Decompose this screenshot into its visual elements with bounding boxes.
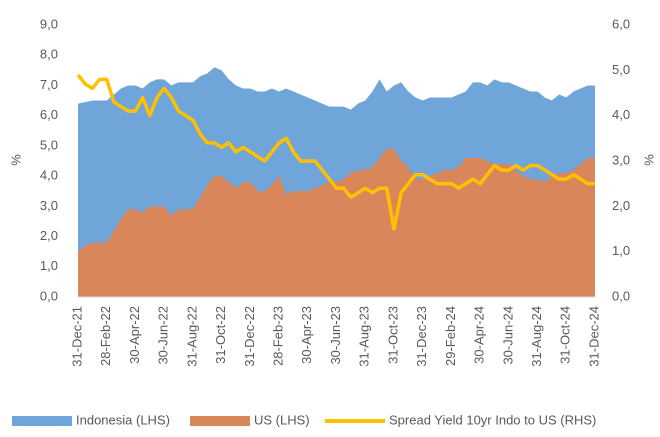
y2-tick-label: 1,0 — [612, 243, 630, 258]
y-tick-label: 1,0 — [40, 258, 58, 273]
x-tick-label: 30-Apr-23 — [299, 306, 314, 364]
y2-axis-title: % — [641, 154, 656, 166]
y2-tick-label: 2,0 — [612, 198, 630, 213]
legend-label: Indonesia (LHS) — [76, 412, 170, 427]
y2-tick-label: 5,0 — [612, 62, 630, 77]
area — [78, 148, 595, 297]
y-tick-label: 5,0 — [40, 137, 58, 152]
x-tick-label: 31-Aug-22 — [184, 306, 199, 367]
x-tick-label: 28-Feb-23 — [270, 306, 285, 366]
x-tick-label: 28-Feb-22 — [98, 306, 113, 366]
x-tick-label: 31-Dec-22 — [242, 306, 257, 367]
x-tick-label: 29-Feb-24 — [443, 306, 458, 366]
y-tick-label: 9,0 — [40, 16, 58, 31]
x-tick-label: 31-Aug-24 — [529, 306, 544, 367]
x-tick-label: 31-Oct-24 — [558, 306, 573, 364]
y-tick-label: 4,0 — [40, 168, 58, 183]
legend-swatch — [190, 416, 250, 426]
x-tick-label: 30-Apr-24 — [472, 306, 487, 364]
legend-label: US (LHS) — [254, 412, 310, 427]
y2-tick-label: 0,0 — [612, 288, 630, 303]
y-tick-label: 2,0 — [40, 228, 58, 243]
y2-tick-label: 3,0 — [612, 152, 630, 167]
y2-tick-label: 4,0 — [612, 107, 630, 122]
x-tick-label: 30-Jun-23 — [328, 306, 343, 365]
y2-tick-label: 6,0 — [612, 16, 630, 31]
y-tick-label: 7,0 — [40, 77, 58, 92]
x-tick-label: 30-Jun-24 — [500, 306, 515, 365]
y-tick-label: 0,0 — [40, 288, 58, 303]
y-tick-label: 3,0 — [40, 198, 58, 213]
legend-label: Spread Yield 10yr Indo to US (RHS) — [389, 412, 596, 427]
line — [76, 73, 595, 231]
y-tick-label: 6,0 — [40, 107, 58, 122]
x-tick-label: 31-Dec-24 — [586, 306, 601, 367]
y-tick-label: 8,0 — [40, 47, 58, 62]
x-tick-label: 31-Dec-21 — [69, 306, 84, 367]
legend-swatch — [12, 416, 72, 426]
x-tick-label: 30-Jun-22 — [156, 306, 171, 365]
y-axis-title: % — [8, 154, 23, 166]
x-tick-label: 31-Oct-23 — [385, 306, 400, 364]
x-tick-label: 30-Apr-22 — [127, 306, 142, 364]
x-tick-label: 31-Dec-23 — [414, 306, 429, 367]
x-tick-label: 31-Aug-23 — [357, 306, 372, 367]
x-tick-label: 31-Oct-22 — [213, 306, 228, 364]
